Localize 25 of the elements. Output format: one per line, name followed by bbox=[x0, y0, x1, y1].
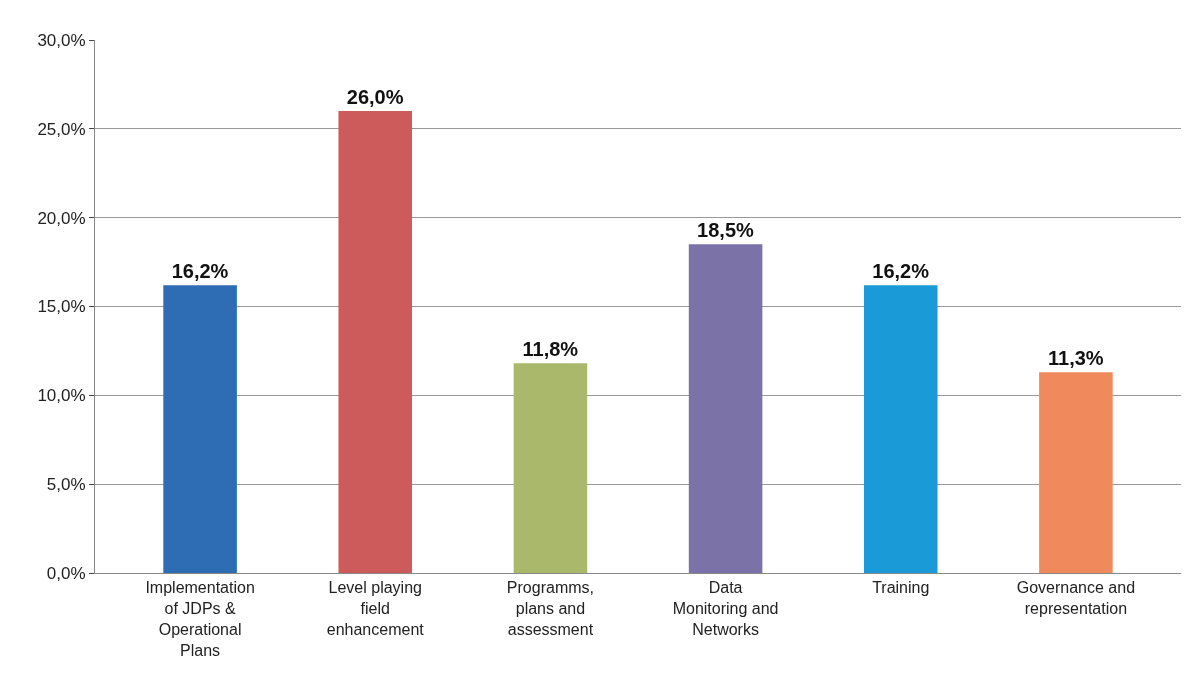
data-label: 11,3% bbox=[1047, 347, 1104, 370]
bar bbox=[513, 363, 588, 573]
data-label: 16,2% bbox=[171, 260, 229, 283]
bar bbox=[688, 244, 763, 573]
data-label: 18,5% bbox=[697, 219, 755, 242]
x-tick-label: Data Monitoring and Networks bbox=[672, 579, 779, 638]
y-tick-label: 0,0% bbox=[46, 563, 86, 583]
data-label: 11,8% bbox=[522, 338, 579, 361]
y-tick-label: 10,0% bbox=[37, 386, 86, 406]
y-tick-label: 25,0% bbox=[37, 119, 86, 139]
x-tick-label: Programms, plans and assessment bbox=[506, 579, 594, 638]
x-tick-label: Implementation of JDPs & Operational Plans bbox=[145, 579, 255, 659]
y-tick-label: 5,0% bbox=[46, 475, 86, 495]
y-tick-label: 20,0% bbox=[37, 208, 86, 228]
data-label: 16,2% bbox=[872, 260, 930, 283]
x-tick-label: Governance and representation bbox=[1016, 579, 1136, 617]
bar bbox=[163, 285, 237, 573]
x-tick-label: Level playing field enhancement bbox=[326, 579, 425, 638]
bar bbox=[863, 285, 938, 573]
x-tick-label: Training bbox=[872, 579, 930, 597]
y-tick-label: 15,0% bbox=[37, 297, 86, 317]
data-label: 26,0% bbox=[346, 86, 404, 109]
bar bbox=[338, 111, 413, 573]
bar bbox=[1039, 372, 1113, 573]
y-tick-label: 30,0% bbox=[37, 30, 86, 50]
